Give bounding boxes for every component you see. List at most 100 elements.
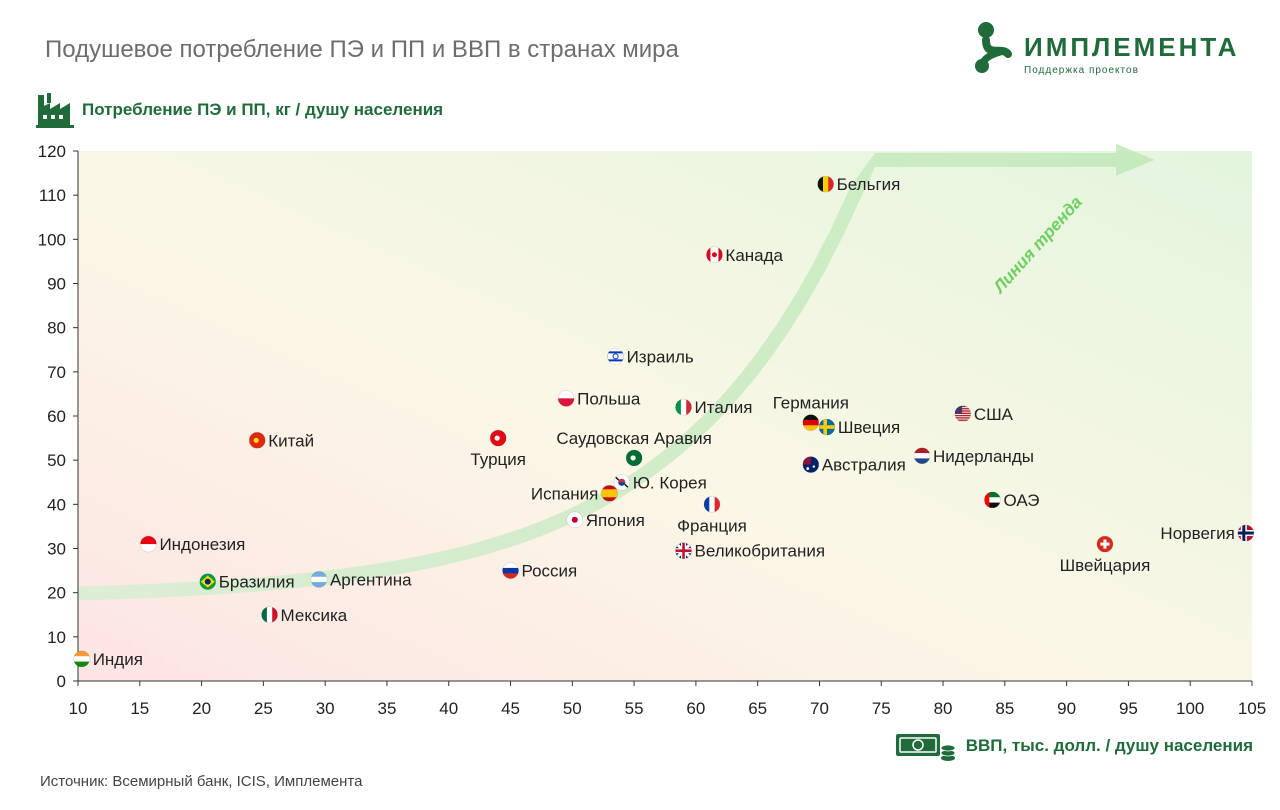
y-tick-label: 80 xyxy=(47,319,66,338)
argentina-flag-icon xyxy=(310,571,328,588)
data-point: Швеция xyxy=(818,418,900,437)
x-tick-label: 45 xyxy=(501,699,520,718)
y-tick-label: 50 xyxy=(47,451,66,470)
belgium-flag-icon xyxy=(817,175,834,193)
brand-name: ИМПЛЕМЕНТА xyxy=(1024,32,1240,62)
data-point: Австралия xyxy=(802,456,906,475)
point-label: Аргентина xyxy=(330,570,412,589)
x-tick-label: 50 xyxy=(563,699,582,718)
point-label: Австралия xyxy=(822,456,906,475)
x-tick-label: 90 xyxy=(1057,699,1076,718)
point-label: Россия xyxy=(522,562,578,581)
data-point: Аргентина xyxy=(310,570,412,589)
x-tick-label: 15 xyxy=(130,699,149,718)
x-tick-label: 75 xyxy=(872,699,891,718)
y-tick-label: 10 xyxy=(47,628,66,647)
x-tick-label: 25 xyxy=(254,699,273,718)
x-tick-label: 105 xyxy=(1238,699,1266,718)
point-label: Швейцария xyxy=(1060,556,1151,575)
x-axis-label: ВВП, тыс. долл. / душу населения xyxy=(965,736,1253,755)
netherlands-flag-icon xyxy=(913,447,931,465)
mexico-flag-icon xyxy=(261,606,278,624)
france-flag-icon xyxy=(703,496,721,513)
source-note: Источник: Всемирный банк, ICIS, Имплемен… xyxy=(40,773,363,790)
norway-flag-icon xyxy=(1237,524,1255,542)
brand-tagline: Поддержка проектов xyxy=(1024,65,1139,76)
data-point: Испания xyxy=(531,484,618,503)
y-tick-label: 40 xyxy=(47,495,66,514)
point-label: Мексика xyxy=(281,606,348,625)
x-tick-label: 30 xyxy=(316,699,335,718)
point-label: Бразилия xyxy=(219,573,295,592)
x-tick-label: 10 xyxy=(69,699,88,718)
y-tick-label: 0 xyxy=(57,672,66,691)
data-point: ОАЭ xyxy=(984,491,1040,510)
y-tick-label: 110 xyxy=(39,186,66,205)
y-tick-label: 90 xyxy=(47,275,66,294)
point-label: ОАЭ xyxy=(1003,491,1039,510)
x-tick-label: 70 xyxy=(810,699,829,718)
point-label: Германия xyxy=(773,394,849,413)
data-point: Швейцария xyxy=(1060,535,1151,575)
point-label: Япония xyxy=(586,511,645,530)
point-label: Китай xyxy=(268,431,314,450)
factory-icon xyxy=(36,93,74,128)
y-tick-label: 60 xyxy=(47,407,66,426)
sweden-flag-icon xyxy=(818,418,836,436)
data-point: Китай xyxy=(248,431,314,450)
canada-flag-icon xyxy=(706,246,723,264)
italy-flag-icon xyxy=(675,398,692,416)
uae-flag-icon xyxy=(984,491,1001,509)
uk-flag-icon xyxy=(675,542,692,560)
data-point: Италия xyxy=(675,398,753,417)
brand-logo: ИМПЛЕМЕНТА Поддержка проектов xyxy=(972,18,1272,78)
point-label: Италия xyxy=(695,398,753,417)
point-label: Израиль xyxy=(627,347,694,366)
x-tick-label: 65 xyxy=(748,699,767,718)
x-tick-label: 20 xyxy=(192,699,211,718)
point-label: Швеция xyxy=(838,418,900,437)
y-axis-header: Потребление ПЭ и ПП, кг / душу населения xyxy=(36,90,443,130)
data-point: Ю. Корея xyxy=(613,473,707,492)
point-label: Бельгия xyxy=(837,175,901,194)
point-label: Норвегия xyxy=(1160,524,1234,543)
point-label: Индия xyxy=(93,650,143,669)
y-tick-label: 30 xyxy=(47,540,66,559)
data-point: Бразилия xyxy=(199,573,295,592)
data-point: Великобритания xyxy=(675,542,825,561)
data-point: Индия xyxy=(73,650,143,669)
chart-title: Подушевое потребление ПЭ и ПП и ВВП в ст… xyxy=(45,36,679,63)
y-tick-label: 20 xyxy=(47,584,66,603)
turkey-flag-icon xyxy=(489,429,507,447)
x-tick-label: 80 xyxy=(934,699,953,718)
brazil-flag-icon xyxy=(199,573,217,590)
saudi-flag-icon xyxy=(625,449,643,467)
point-label: Канада xyxy=(725,246,783,265)
data-point: Бельгия xyxy=(817,175,901,194)
data-point: Израиль xyxy=(607,347,694,366)
spain-flag-icon xyxy=(601,484,618,502)
point-label: Ю. Корея xyxy=(633,473,707,492)
data-point: США xyxy=(954,405,1014,424)
data-point: Мексика xyxy=(261,606,348,625)
point-label: Турция xyxy=(470,450,526,469)
korea-flag-icon xyxy=(613,473,631,491)
point-label: Саудовская Аравия xyxy=(556,429,712,448)
germany-flag-icon xyxy=(802,414,820,431)
x-axis-header: ВВП, тыс. долл. / душу населения xyxy=(894,728,1253,764)
data-point: Германия xyxy=(773,394,849,431)
data-point: Канада xyxy=(706,246,784,265)
russia-flag-icon xyxy=(502,562,519,579)
data-point: Саудовская Аравия xyxy=(556,429,712,467)
plot-background xyxy=(78,151,1252,681)
data-point: Япония xyxy=(566,511,645,530)
x-tick-label: 95 xyxy=(1119,699,1138,718)
indonesia-flag-icon xyxy=(140,535,157,553)
data-point: Франция xyxy=(677,496,747,535)
australia-flag-icon xyxy=(802,456,820,473)
x-tick-label: 40 xyxy=(439,699,458,718)
logo-icon xyxy=(975,22,1012,73)
usa-flag-icon xyxy=(954,405,972,423)
israel-flag-icon xyxy=(607,348,624,365)
india-flag-icon xyxy=(73,650,91,668)
